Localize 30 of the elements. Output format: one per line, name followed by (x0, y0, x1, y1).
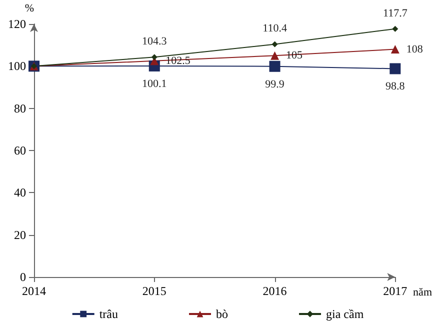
legend-label: bò (216, 307, 228, 321)
x-tick-label: 2014 (22, 284, 46, 298)
y-axis-title: % (24, 2, 34, 14)
data-label: 117.7 (382, 7, 408, 20)
point (390, 63, 401, 74)
data-label: 104.3 (142, 36, 168, 48)
data-label: 99.9 (265, 78, 285, 90)
point (270, 51, 280, 60)
y-tick-label: 60 (14, 144, 26, 158)
data-label: 108 (406, 43, 424, 56)
y-tick-label: 20 (14, 228, 26, 242)
data-label: 110.4 (262, 22, 288, 35)
data-label: 98.8 (386, 80, 406, 93)
legend-label: gia cầm (326, 307, 364, 321)
x-tick-label: 2016 (262, 284, 287, 298)
data-label: 100.1 (142, 78, 167, 90)
x-tick-label: 2015 (142, 284, 166, 298)
point (390, 45, 400, 54)
y-tick-label: 120 (8, 17, 26, 31)
point (392, 26, 398, 32)
point (269, 60, 280, 72)
y-tick-label: 0 (20, 270, 26, 284)
y-tick-label: 80 (14, 101, 26, 116)
x-axis-title: năm (413, 286, 432, 298)
x-tick-label: 2017 (383, 284, 408, 298)
legend-label: trâu (99, 307, 118, 321)
y-tick-label: 100 (8, 59, 26, 74)
y-tick-label: 40 (14, 186, 26, 200)
point (151, 54, 158, 60)
point (272, 41, 278, 48)
